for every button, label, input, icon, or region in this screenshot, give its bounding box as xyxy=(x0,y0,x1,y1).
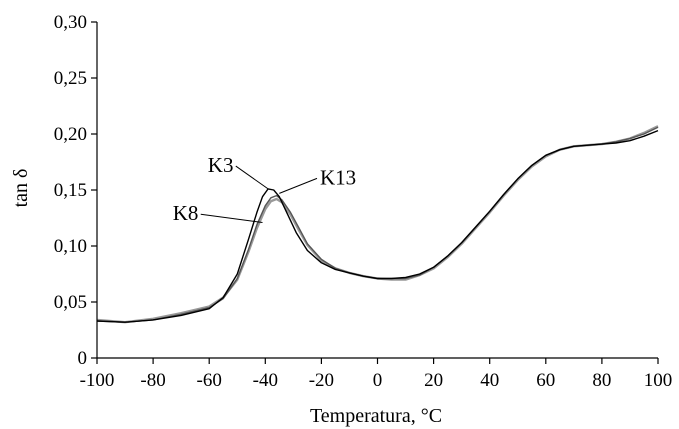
annotation-label-k8: K8 xyxy=(173,201,199,225)
y-tick-label: 0,25 xyxy=(54,68,87,89)
y-tick-label: 0,30 xyxy=(54,12,87,33)
x-tick-label: 100 xyxy=(644,370,673,391)
x-tick-label: -80 xyxy=(140,370,165,391)
series-layer xyxy=(96,125,659,324)
x-tick-label: 40 xyxy=(480,370,499,391)
y-tick-label: 0,15 xyxy=(54,180,87,201)
x-tick-label: -60 xyxy=(197,370,222,391)
annotation-label-k13: K13 xyxy=(320,165,356,189)
tick-labels: 0 0,05 0,10 0,15 0,20 0,25 0,30 -100 -80 -60 -40 -2… xyxy=(54,12,673,391)
x-tick-label: 20 xyxy=(424,370,443,391)
annotation-leader-k13 xyxy=(279,177,318,194)
y-tick-label: 0,20 xyxy=(54,124,87,145)
x-axis-title: Temperatura, °C xyxy=(310,405,442,427)
series-line-k3 xyxy=(96,129,659,323)
axes-layer xyxy=(91,21,659,364)
annotation-leader-k8 xyxy=(200,213,263,223)
annotation-leader-k3 xyxy=(235,165,269,190)
x-tick-label: 80 xyxy=(592,370,611,391)
x-tick-label: -100 xyxy=(80,370,115,391)
x-tick-label: -40 xyxy=(253,370,278,391)
x-tick-label: 0 xyxy=(373,370,383,391)
y-tick-label: 0,05 xyxy=(54,292,87,313)
plot-area: K3 K13 K8 xyxy=(96,125,659,324)
y-axis-title: tan δ xyxy=(10,169,32,208)
y-tick-label: 0 xyxy=(78,348,88,369)
y-tick-label: 0,10 xyxy=(54,236,87,257)
annotation-label-k3: K3 xyxy=(208,153,234,177)
x-tick-label: 60 xyxy=(536,370,555,391)
x-tick-label: -20 xyxy=(309,370,334,391)
annotation-layer: K3 K13 K8 xyxy=(173,153,356,225)
